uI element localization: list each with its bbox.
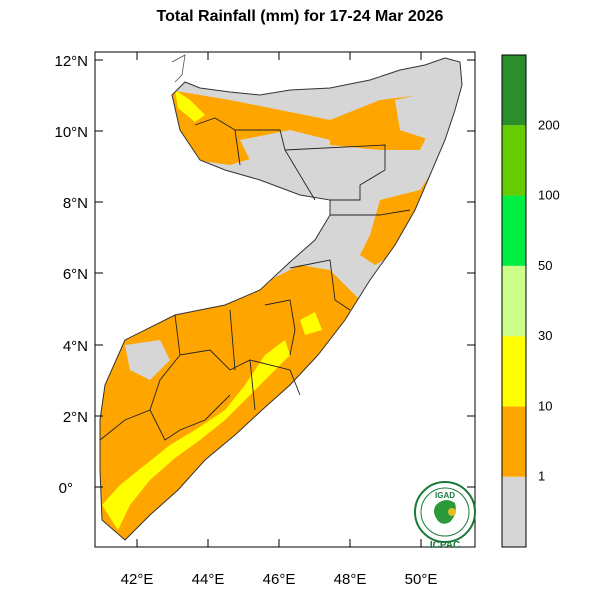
legend-label: 100 [538, 188, 560, 203]
rain-zone-1-10 [100, 265, 360, 540]
logo-top-text: IGAD [435, 491, 455, 500]
legend-colorbar [501, 54, 527, 548]
icpac-logo: IGAD ICPAC [414, 481, 476, 551]
legend-swatch [502, 406, 526, 477]
legend-label: 30 [538, 328, 552, 343]
legend-swatch [502, 55, 526, 126]
x-tick-label: 48°E [334, 571, 367, 588]
legend-label: 50 [538, 258, 552, 273]
legend-labels: 1 10 30 50 100 200 [538, 117, 560, 483]
rain-zone-1-10 [270, 265, 350, 330]
rainfall-fill [100, 90, 450, 540]
y-tick-label: 0° [59, 480, 73, 497]
rain-zone-1-10 [360, 175, 430, 265]
rain-zone-below-1 [125, 340, 170, 380]
y-tick-label: 2°N [63, 409, 88, 426]
legend-label: 1 [538, 469, 545, 484]
rain-zone-below-1 [395, 90, 450, 140]
y-tick-label: 6°N [63, 266, 88, 283]
legend-swatch [502, 476, 526, 547]
map-title: Total Rainfall (mm) for 17-24 Mar 2026 [156, 8, 444, 25]
rain-zone-below-1 [330, 150, 410, 200]
legend-label: 10 [538, 398, 552, 413]
legend-frame [501, 54, 527, 548]
y-tick-label: 4°N [63, 338, 88, 355]
y-tick-label: 10°N [54, 124, 88, 141]
logo-bottom-text: ICPAC [430, 540, 460, 551]
rain-zone-10-30 [102, 340, 290, 530]
x-axis [136, 52, 422, 547]
legend-swatch [502, 125, 526, 196]
x-tick-label: 46°E [263, 571, 296, 588]
rain-zone-10-30 [175, 90, 205, 122]
x-tick-label: 44°E [192, 571, 225, 588]
legend-swatch [502, 195, 526, 266]
legend-label: 200 [538, 117, 560, 132]
y-tick-label: 8°N [63, 195, 88, 212]
x-tick-label: 50°E [405, 571, 438, 588]
y-tick-label: 12°N [54, 53, 88, 70]
x-tick-label: 42°E [121, 571, 154, 588]
legend-swatch [502, 265, 526, 337]
y-axis [95, 59, 475, 488]
coastline [99, 57, 463, 541]
djibouti-border [171, 54, 186, 83]
admin-boundaries [99, 117, 411, 441]
legend-swatch [502, 336, 526, 407]
rain-zone-10-30 [300, 312, 322, 335]
